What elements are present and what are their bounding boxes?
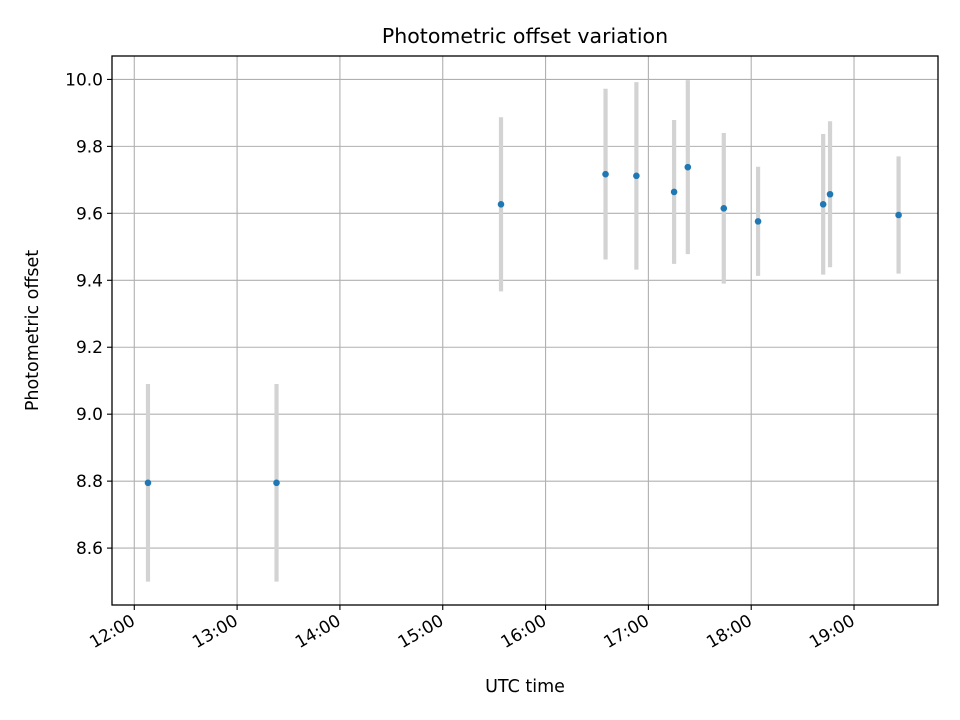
- y-tick-label: 8.8: [76, 472, 103, 492]
- y-tick-label: 9.4: [76, 271, 103, 291]
- data-points: [144, 163, 902, 487]
- x-tick-label: 19:00: [806, 611, 858, 653]
- x-tick-label: 18:00: [703, 611, 755, 653]
- x-tick-label: 15:00: [395, 611, 447, 653]
- plot-frame: [111, 55, 939, 606]
- x-tick-label: 14:00: [292, 611, 344, 653]
- y-tick-label: 9.2: [76, 338, 103, 358]
- x-tick-label: 17:00: [600, 611, 652, 653]
- data-point: [273, 479, 280, 487]
- data-point: [819, 200, 827, 208]
- data-point: [826, 190, 834, 198]
- y-tick-label: 9.0: [76, 405, 103, 425]
- y-tick-label: 10.0: [65, 70, 103, 90]
- error-bars: [145, 80, 901, 582]
- grid: [112, 56, 938, 605]
- data-point: [602, 170, 609, 178]
- chart-title: Photometric offset variation: [382, 24, 668, 48]
- x-tick-label: 13:00: [189, 611, 241, 653]
- y-tick-label: 9.6: [76, 204, 103, 224]
- x-tick-label: 12:00: [86, 611, 138, 653]
- y-tick-label: 8.6: [76, 539, 103, 559]
- data-point: [670, 188, 678, 196]
- y-tick-label: 9.8: [76, 137, 103, 157]
- data-point: [684, 163, 692, 171]
- data-point: [895, 211, 902, 219]
- axis-ticks: 12:00 13:00 14:00 15:00 16:00 17:00 18:00 19:00…: [65, 70, 858, 652]
- data-point: [144, 479, 152, 487]
- x-axis-label: UTC time: [485, 677, 565, 697]
- x-tick-label: 16:00: [498, 611, 550, 653]
- data-point: [720, 205, 728, 212]
- y-axis-label: Photometric offset: [23, 250, 43, 411]
- data-point: [633, 172, 640, 180]
- data-point: [497, 200, 505, 208]
- data-point: [754, 218, 762, 225]
